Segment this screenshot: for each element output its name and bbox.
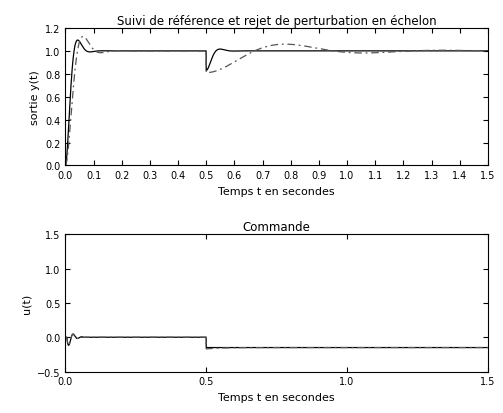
X-axis label: Temps t en secondes: Temps t en secondes [218, 392, 335, 402]
Y-axis label: u(t): u(t) [22, 293, 32, 313]
Title: Suivi de référence et rejet de perturbation en échelon: Suivi de référence et rejet de perturbat… [117, 15, 437, 28]
Y-axis label: sortie y(t): sortie y(t) [30, 70, 40, 125]
Title: Commande: Commande [243, 221, 310, 233]
X-axis label: Temps t en secondes: Temps t en secondes [218, 186, 335, 196]
